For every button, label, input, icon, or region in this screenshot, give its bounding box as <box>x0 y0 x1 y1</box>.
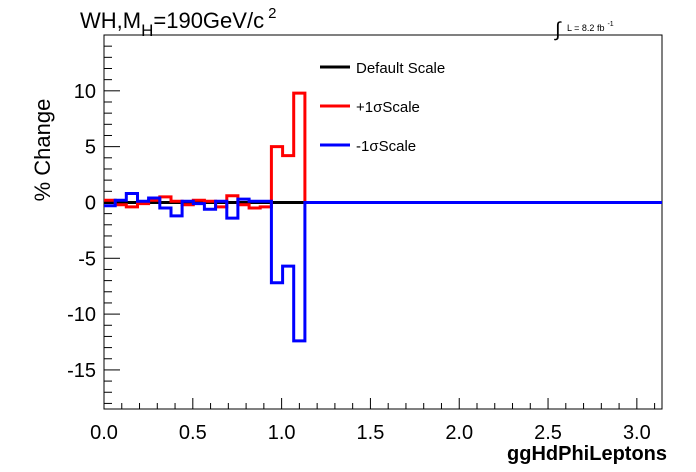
legend-label: -1σScale <box>356 138 416 155</box>
luminosity-integral: ∫ <box>554 19 562 41</box>
y-tick-label: -10 <box>67 304 96 326</box>
y-tick-label: -15 <box>67 360 96 382</box>
x-tick-label: 2.5 <box>534 422 562 444</box>
series-line-1 <box>104 91 662 210</box>
y-tick-label: 10 <box>74 81 96 103</box>
legend-label: +1σScale <box>356 99 420 116</box>
x-axis-label: ggHdPhiLeptons <box>507 443 667 465</box>
legend: Default Scale +1σScale -1σScale <box>320 60 445 155</box>
y-tick-label: 0 <box>85 192 96 214</box>
series-lines <box>104 91 662 343</box>
legend-label: Default Scale <box>356 60 445 77</box>
x-tick-label: 3.0 <box>623 422 651 444</box>
y-tick-label: -5 <box>78 248 96 270</box>
x-tick-label: 2.0 <box>445 422 473 444</box>
y-axis-label: % Change <box>30 99 55 202</box>
x-tick-label: 0.0 <box>90 422 118 444</box>
luminosity-label: L = 8.2 fb -1 <box>567 21 614 33</box>
y-tick-label: 5 <box>85 137 96 159</box>
plot-frame <box>103 34 663 410</box>
x-tick-label: 1.0 <box>268 422 296 444</box>
x-tick-label: 1.5 <box>357 422 385 444</box>
series-line-2 <box>104 192 662 343</box>
chart-title: WH,MH=190GeV/c 2 <box>80 5 276 40</box>
axis-ticks: 0.0 0.5 1.0 1.5 2.0 2.5 3.0 -15 -10 -5 0 5 10 <box>67 34 656 444</box>
x-tick-label: 0.5 <box>179 422 207 444</box>
